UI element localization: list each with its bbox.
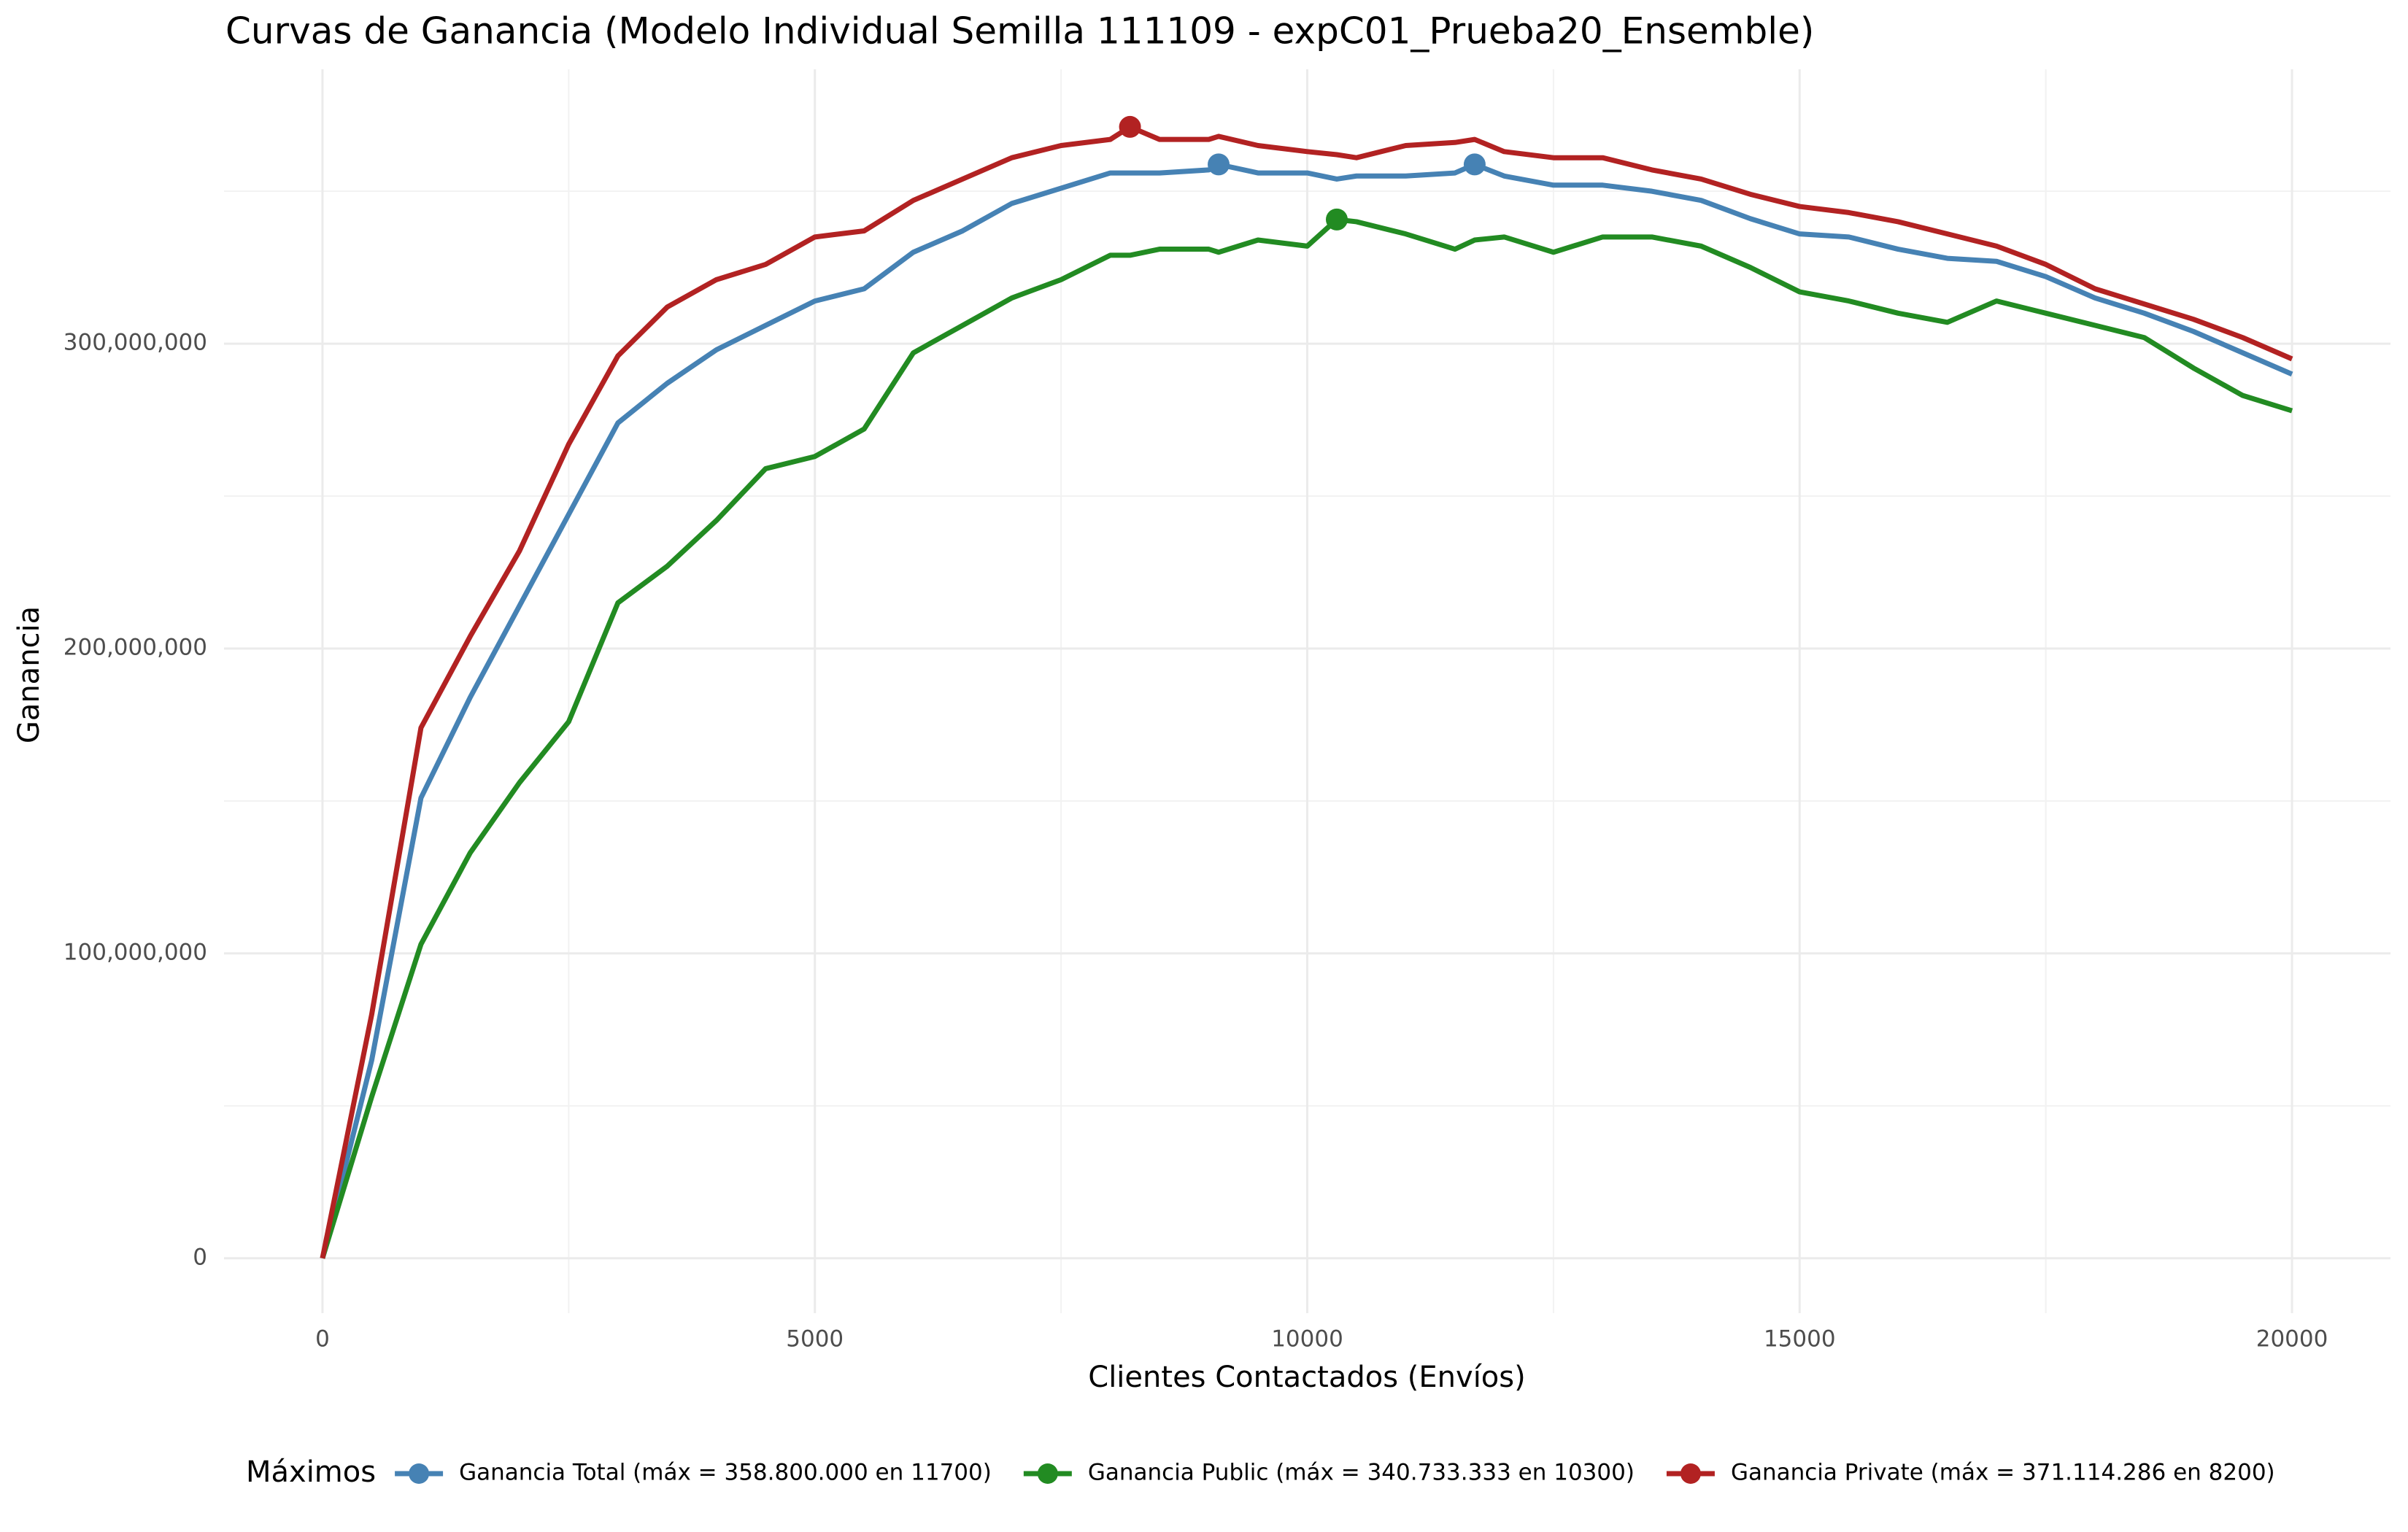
max-marker [1463,153,1486,176]
chart-title: Curvas de Ganancia (Modelo Individual Se… [225,10,1814,53]
series-line [320,217,2293,1259]
x-tick-label: 5000 [786,1326,844,1353]
x-tick-label: 10000 [1271,1326,1343,1353]
y-tick-label: 100,000,000 [63,939,207,965]
max-marker [1119,115,1141,138]
y-tick-label: 200,000,000 [63,634,207,660]
grid [224,69,2390,1313]
legend-label: Ganancia Total (máx = 358.800.000 en 117… [459,1460,992,1486]
x-tick-label: 15000 [1764,1326,1836,1353]
y-tick-label: 0 [193,1244,207,1270]
legend-key-point [409,1463,430,1484]
max-marker [1325,208,1348,231]
legend-title: Máximos [246,1455,376,1489]
legend-key-point [1680,1463,1701,1484]
legend: Máximos Ganancia Total (máx = 358.800.000… [246,1455,2275,1489]
series-line [320,161,2293,1259]
plot-area [320,115,2293,1259]
legend-label: Ganancia Private (máx = 371.114.286 en 8… [1731,1460,2275,1486]
legend-key-point [1037,1463,1058,1484]
y-tick-label: 300,000,000 [63,330,207,356]
x-tick-label: 0 [315,1326,330,1353]
x-tick-label: 20000 [2256,1326,2328,1353]
max-marker [1208,153,1230,176]
x-axis-title: Clientes Contactados (Envíos) [1088,1361,1525,1394]
y-axis-title: Ganancia [12,606,46,743]
series-line [320,124,2293,1259]
legend-label: Ganancia Public (máx = 340.733.333 en 10… [1088,1460,1635,1486]
